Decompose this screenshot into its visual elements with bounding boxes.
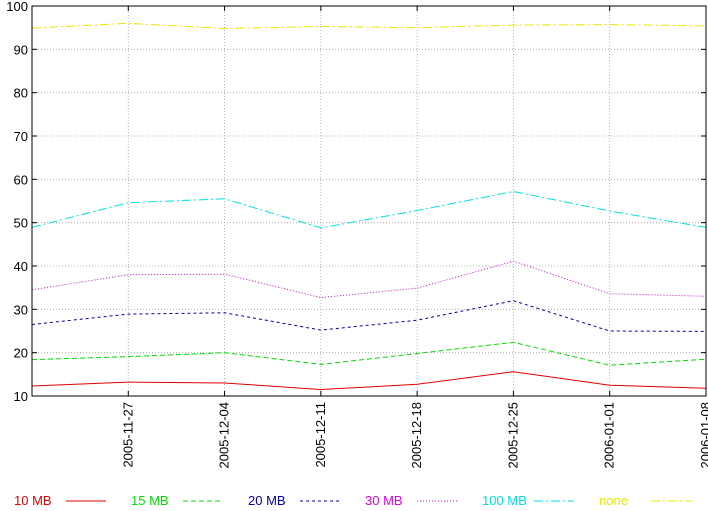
y-axis: 10 20 30 40 50 60 70 80 90 100	[6, 0, 706, 404]
legend-label: 10 MB	[14, 493, 52, 508]
y-tick-label: 20	[14, 346, 28, 361]
legend-label: 100 MB	[482, 493, 527, 508]
y-tick-label: 80	[14, 86, 28, 101]
series-lines	[31, 22, 707, 391]
x-tick-label: 2005-12-18	[409, 402, 424, 469]
x-tick-label: 2006-01-01	[602, 402, 617, 469]
y-tick-label: 50	[14, 216, 28, 231]
series-line	[31, 260, 707, 299]
x-tick-label: 2005-12-25	[505, 402, 520, 469]
x-tick-label: 2005-12-11	[313, 402, 328, 468]
x-tick-label: 2005-12-04	[217, 402, 232, 469]
legend-label: 15 MB	[131, 493, 169, 508]
legend-label: 20 MB	[248, 493, 286, 508]
series-line	[31, 371, 707, 391]
y-tick-label: 10	[14, 389, 28, 404]
plot-frame	[31, 5, 707, 397]
x-tick-label: 2006-01-08	[698, 402, 708, 469]
y-tick-label: 70	[14, 129, 28, 144]
y-tick-label: 40	[14, 259, 28, 274]
y-tick-label: 100	[6, 0, 28, 14]
series-line	[31, 22, 707, 30]
series-line	[31, 190, 707, 229]
grid-lines	[32, 5, 707, 397]
series-line	[31, 300, 707, 332]
series-line	[31, 341, 707, 366]
x-tick-label: 2005-11-27	[120, 402, 135, 468]
x-axis: 2005-11-27 2005-12-04 2005-12-11 2005-12-18…	[120, 6, 708, 469]
legend-label: 30 MB	[365, 493, 403, 508]
y-tick-label: 90	[14, 42, 28, 57]
y-tick-label: 30	[14, 302, 28, 317]
y-tick-label: 60	[14, 172, 28, 187]
legend-label: none	[599, 493, 628, 508]
legend: 10 MB 15 MB 20 MB 30 MB 100 MB none	[14, 493, 691, 508]
